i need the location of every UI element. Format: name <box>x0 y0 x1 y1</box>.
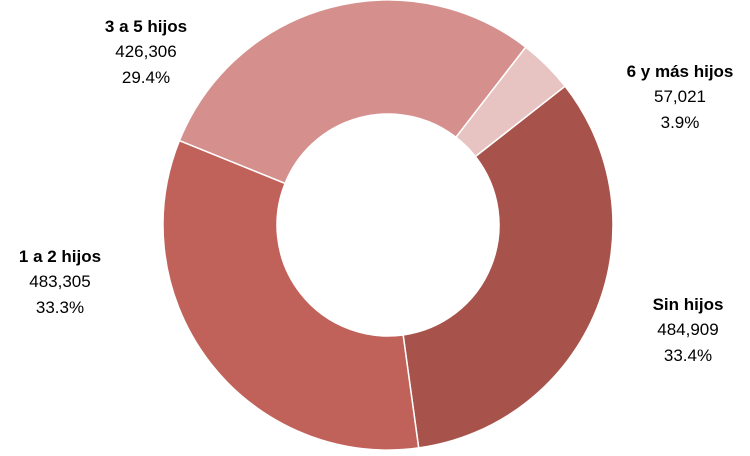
slice-label-1-a-2-hijos: 1 a 2 hijos 483,305 33.3% <box>19 247 101 317</box>
slice-label-sin-hijos: Sin hijos 484,909 33.4% <box>653 295 724 365</box>
slice-percent-6-y-mas-hijos: 3.9% <box>661 113 700 132</box>
slice-percent-sin-hijos: 33.4% <box>664 346 712 365</box>
slice-label-6-y-mas-hijos: 6 y más hijos 57,021 3.9% <box>627 62 734 132</box>
donut-slice-2 <box>179 0 525 183</box>
slice-value-sin-hijos: 484,909 <box>657 320 718 339</box>
slice-name-1-a-2-hijos: 1 a 2 hijos <box>19 247 101 266</box>
donut-slice-0 <box>403 86 613 448</box>
slice-name-sin-hijos: Sin hijos <box>653 295 724 314</box>
slice-percent-3-a-5-hijos: 29.4% <box>122 68 170 87</box>
slice-percent-1-a-2-hijos: 33.3% <box>36 298 84 317</box>
slice-value-6-y-mas-hijos: 57,021 <box>654 87 706 106</box>
slice-value-3-a-5-hijos: 426,306 <box>115 42 176 61</box>
slice-label-3-a-5-hijos: 3 a 5 hijos 426,306 29.4% <box>105 17 187 87</box>
donut-slices <box>163 0 613 450</box>
slice-name-3-a-5-hijos: 3 a 5 hijos <box>105 17 187 36</box>
slice-value-1-a-2-hijos: 483,305 <box>29 272 90 291</box>
donut-slice-1 <box>163 141 419 450</box>
slice-name-6-y-mas-hijos: 6 y más hijos <box>627 62 734 81</box>
